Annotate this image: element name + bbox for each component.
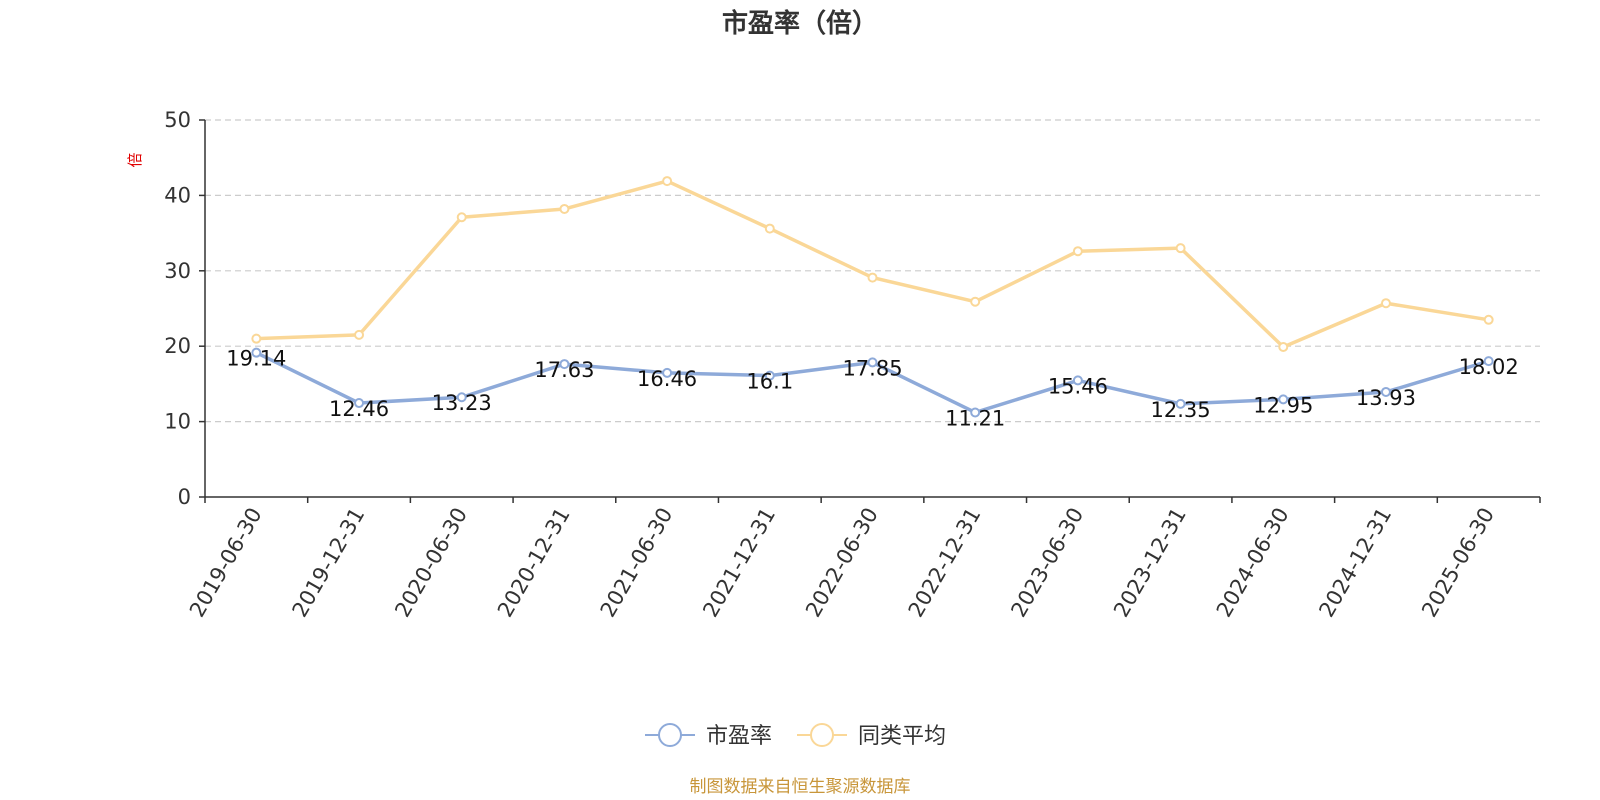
- data-point: [764, 223, 775, 234]
- series-line-1: [256, 179, 1489, 349]
- x-tick-label: 2021-12-31: [698, 504, 780, 622]
- x-tick-label: 2025-06-30: [1417, 504, 1499, 622]
- x-tick-label: 2021-06-30: [596, 504, 678, 622]
- series-layer: [251, 176, 1494, 418]
- data-label: 18.02: [1459, 355, 1519, 379]
- y-axis-label: 倍: [126, 152, 144, 167]
- data-label: 17.63: [534, 358, 594, 382]
- x-tick-label: 2020-12-31: [493, 504, 575, 622]
- chart-title: 市盈率（倍）: [722, 8, 878, 39]
- legend-item-1[interactable]: 同类平均: [797, 723, 946, 749]
- data-label: 15.46: [1048, 374, 1108, 398]
- data-label: 16.1: [746, 370, 793, 394]
- x-tick-label: 2022-12-31: [904, 504, 986, 622]
- legend[interactable]: 市盈率 同类平均: [645, 723, 946, 749]
- data-label: 12.35: [1151, 398, 1211, 422]
- data-point: [354, 398, 365, 409]
- data-point: [456, 212, 467, 223]
- x-tick-label: 2019-06-30: [185, 504, 267, 622]
- data-point: [867, 272, 878, 283]
- data-point: [559, 203, 570, 214]
- data-label: 12.95: [1253, 393, 1313, 417]
- data-point: [1380, 386, 1391, 397]
- data-point: [867, 357, 878, 368]
- data-labels: 19.14 12.46 13.23 17.63 16.46 16.1 17.85 11.21 1…: [226, 347, 1518, 431]
- data-label: 19.14: [226, 347, 286, 371]
- data-point: [1175, 398, 1186, 409]
- data-point: [1483, 314, 1494, 325]
- x-tick-label: 2024-12-31: [1314, 504, 1396, 622]
- data-point: [970, 296, 981, 307]
- x-tick-label: 2019-12-31: [288, 504, 370, 622]
- y-tick-label: 20: [164, 334, 191, 358]
- data-label: 13.23: [432, 391, 492, 415]
- y-tick-label: 30: [164, 259, 191, 283]
- data-point: [1278, 394, 1289, 405]
- x-tick-label: 2023-06-30: [1006, 504, 1088, 622]
- data-point: [251, 333, 262, 344]
- y-axis-ticks: 0 10 20 30 40 50: [164, 108, 205, 509]
- legend-marker-icon: [810, 723, 834, 747]
- legend-item-0[interactable]: 市盈率: [645, 723, 772, 749]
- source-note: 制图数据来自恒生聚源数据库: [690, 777, 911, 797]
- y-tick-label: 50: [164, 108, 191, 132]
- legend-label: 市盈率: [706, 724, 772, 749]
- data-point: [1072, 246, 1083, 257]
- legend-label: 同类平均: [858, 724, 946, 749]
- data-label: 16.46: [637, 367, 697, 391]
- x-axis-ticks: 2019-06-30 2019-12-31 2020-06-30 2020-12-31…: [185, 497, 1541, 622]
- y-tick-label: 10: [164, 410, 191, 434]
- legend-marker-icon: [658, 723, 682, 747]
- data-point: [662, 176, 673, 187]
- x-tick-label: 2024-06-30: [1212, 504, 1294, 622]
- data-point: [1175, 243, 1186, 254]
- data-point: [559, 359, 570, 370]
- data-point: [764, 370, 775, 381]
- x-tick-label: 2022-06-30: [801, 504, 883, 622]
- data-label: 17.85: [842, 356, 902, 380]
- data-label: 11.21: [945, 406, 1005, 430]
- data-label: 13.93: [1356, 386, 1416, 410]
- data-label: 12.46: [329, 397, 389, 421]
- data-point: [970, 407, 981, 418]
- data-point: [456, 392, 467, 403]
- data-point: [354, 329, 365, 340]
- data-point: [662, 367, 673, 378]
- x-tick-label: 2023-12-31: [1109, 504, 1191, 622]
- axes: [204, 120, 1540, 498]
- data-point: [1380, 298, 1391, 309]
- data-point: [1278, 341, 1289, 352]
- y-tick-label: 40: [164, 183, 191, 207]
- data-point: [251, 347, 262, 358]
- data-point: [1072, 375, 1083, 386]
- grid-lines: [205, 119, 1540, 423]
- y-tick-label: 0: [178, 485, 191, 509]
- data-point: [1483, 356, 1494, 367]
- x-tick-label: 2020-06-30: [390, 504, 472, 622]
